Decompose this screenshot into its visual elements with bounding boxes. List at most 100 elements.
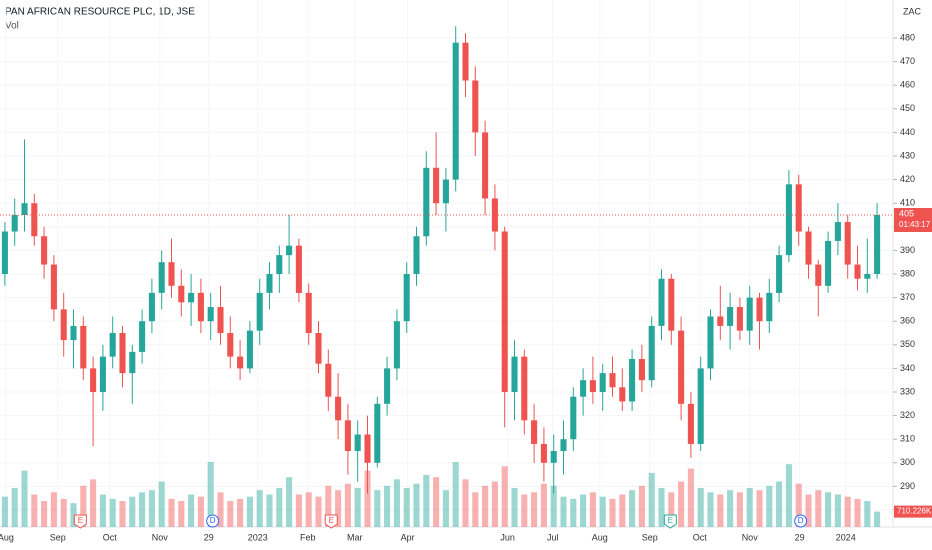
candle-body	[805, 231, 812, 265]
volume-bar	[805, 494, 812, 527]
volume-bar	[413, 483, 420, 527]
volume-bar	[129, 496, 136, 527]
candle-body	[766, 292, 773, 322]
candle-body	[384, 368, 391, 404]
volume-bar	[501, 466, 508, 527]
volume-bar	[599, 496, 606, 527]
candle-body	[599, 373, 606, 393]
candle-body	[678, 330, 685, 404]
candle-body	[286, 245, 293, 256]
candle-body	[776, 255, 783, 293]
candle-body	[550, 451, 557, 463]
volume-bar	[139, 492, 146, 527]
candle-body	[756, 297, 763, 322]
event-label: E	[668, 516, 673, 525]
candle-body	[413, 236, 420, 275]
volume-bar	[109, 498, 116, 527]
x-tick-label: Mar	[347, 532, 363, 542]
volume-bar	[864, 501, 871, 527]
candle-body	[276, 255, 283, 275]
candle-body	[491, 198, 498, 232]
volume-bar	[21, 470, 28, 527]
candle-body	[266, 274, 273, 293]
candle-body	[580, 380, 587, 397]
candle-body	[393, 321, 400, 369]
event-marker[interactable]	[794, 514, 808, 528]
x-tick-label: Sep	[642, 532, 658, 542]
y-tick-label: 430	[900, 150, 915, 160]
event-marker[interactable]	[663, 514, 677, 529]
candle-body	[403, 274, 410, 322]
candle-body	[197, 292, 204, 322]
candle-body	[727, 307, 734, 326]
volume-last-label: 710.226K	[897, 507, 932, 516]
volume-bar	[638, 485, 645, 527]
candle-body	[746, 297, 753, 331]
volume-bar	[746, 488, 753, 527]
volume-bar	[1, 496, 8, 527]
volume-bar	[697, 488, 704, 527]
volume-bar	[99, 494, 106, 527]
y-tick-label: 440	[900, 127, 915, 137]
candle-body	[697, 368, 704, 444]
volume-bar	[403, 488, 410, 527]
event-label: E	[329, 516, 334, 525]
volume-bar	[148, 490, 155, 527]
y-tick-label: 450	[900, 103, 915, 113]
price-axis-panel	[893, 0, 932, 550]
volume-bar	[41, 501, 48, 527]
volume-bar	[815, 490, 822, 527]
volume-bar	[11, 488, 18, 527]
volume-title: Vol	[5, 21, 19, 32]
candle-body	[188, 292, 195, 303]
candle-body	[844, 222, 851, 265]
volume-bar	[354, 488, 361, 527]
candle-body	[354, 434, 361, 452]
volume-bar	[648, 472, 655, 527]
volume-bar	[668, 492, 675, 527]
event-marker[interactable]	[73, 514, 87, 529]
volume-bar	[795, 483, 802, 527]
event-label: D	[798, 516, 804, 525]
volume-bar	[178, 501, 185, 527]
candle-body	[825, 240, 832, 286]
candle-body	[374, 403, 381, 463]
candle-body	[344, 420, 351, 452]
volume-bar	[531, 492, 538, 527]
candle-body	[21, 203, 28, 216]
candle-body	[1, 231, 8, 275]
volume-bar	[776, 481, 783, 527]
candle-body	[531, 420, 538, 444]
volume-bar	[874, 511, 881, 527]
volume-bar	[580, 494, 587, 527]
candle-body	[785, 184, 792, 256]
candle-body	[511, 356, 518, 393]
volume-bar	[50, 492, 57, 527]
volume-bar	[442, 490, 449, 527]
x-tick-label: Sep	[50, 532, 66, 542]
volume-bar	[609, 498, 616, 527]
volume-bar	[717, 494, 724, 527]
candle-body	[70, 325, 77, 341]
volume-bar	[276, 488, 283, 527]
candle-body	[158, 262, 165, 293]
candle-body	[315, 333, 322, 364]
event-marker[interactable]	[324, 514, 338, 529]
volume-bar	[423, 475, 430, 527]
volume-bar	[119, 501, 126, 527]
candle-body	[834, 222, 841, 241]
y-tick-label: 370	[900, 292, 915, 302]
candle-body	[109, 333, 116, 357]
chart-title: PAN AFRICAN RESOURCE PLC, 1D, JSE	[5, 7, 195, 18]
candle-body	[854, 264, 861, 279]
event-marker[interactable]	[206, 514, 220, 528]
candle-body	[178, 285, 185, 303]
volume-bar	[854, 498, 861, 527]
y-tick-label: 310	[900, 434, 915, 444]
volume-bar	[237, 498, 244, 527]
candle-body	[864, 274, 871, 279]
volume-bar	[462, 479, 469, 527]
candle-body	[707, 316, 714, 369]
candle-body	[501, 231, 508, 393]
volume-bar	[550, 485, 557, 527]
